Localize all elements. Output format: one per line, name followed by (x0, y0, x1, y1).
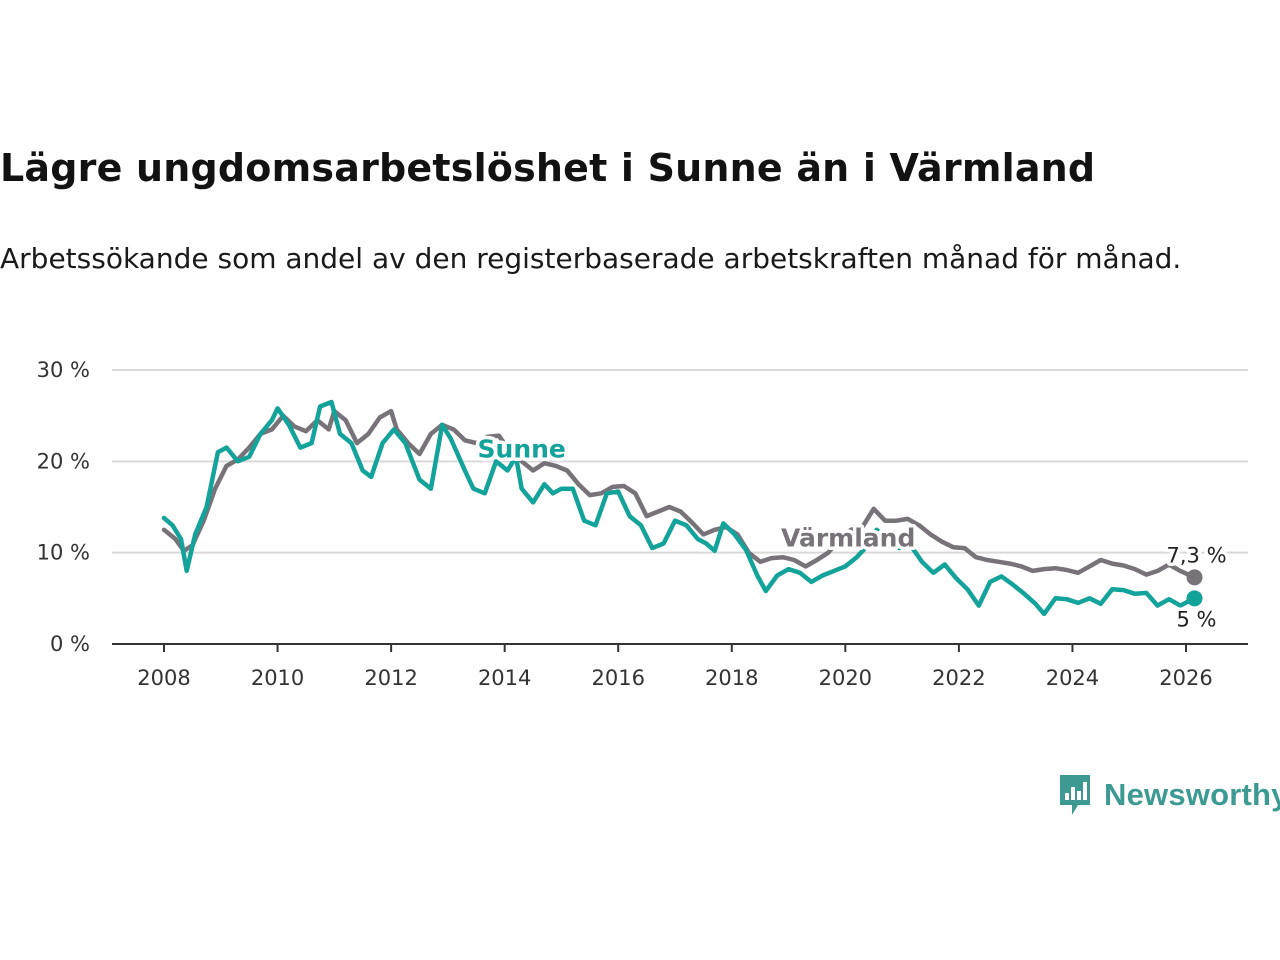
chart-title: Lägre ungdomsarbetslöshet i Sunne än i V… (0, 146, 1096, 190)
series (161, 399, 1203, 617)
y-tick-label: 30 % (37, 358, 90, 382)
label-halo: 5 % (1177, 607, 1217, 631)
x-tick-label: 2020 (819, 666, 872, 690)
end-value-sunne: 5 %5 % (1173, 604, 1220, 635)
label-text: Sunne (478, 435, 566, 464)
end-value-varmland: 7,3 %7,3 % (1163, 540, 1230, 571)
y-tick-label: 0 % (50, 632, 90, 656)
series-line-vrmland (161, 408, 1197, 580)
x-tick-label: 2014 (478, 666, 531, 690)
gridlines (112, 369, 1248, 554)
x-tick-label: 2016 (591, 666, 644, 690)
end-point-vrmland (1186, 569, 1203, 586)
chart-subtitle: Arbetssökande som andel av den registerb… (0, 242, 1182, 275)
label-halo: Sunne (478, 435, 566, 464)
x-tick-label: 2008 (137, 666, 190, 690)
x-tick-label: 2026 (1159, 666, 1212, 690)
newsworthy-logo-icon (1060, 775, 1090, 815)
label-halo: Värmland (781, 523, 915, 552)
x-tick-label: 2018 (705, 666, 758, 690)
x-tick-label: 2012 (364, 666, 417, 690)
y-tick-label: 20 % (37, 449, 90, 473)
y-axis-ticks: 0 % 10 % 20 % 30 % (37, 358, 90, 656)
end-point-sunne (1186, 590, 1203, 607)
x-axis-ticks: 2008 2010 2012 2014 2016 2018 2020 2022 2024 2026 (137, 644, 1213, 690)
brand-name: Newsworthy (1104, 777, 1280, 812)
series-line-sunne (161, 399, 1197, 617)
label-halo: 7,3 % (1167, 543, 1227, 567)
y-tick-label: 10 % (37, 541, 90, 565)
label-text: 7,3 % (1167, 543, 1227, 567)
x-tick-label: 2022 (932, 666, 985, 690)
brand: Newsworthy (1058, 772, 1280, 818)
x-tick-label: 2024 (1046, 666, 1099, 690)
label-text: Värmland (781, 523, 915, 552)
label-text: 5 % (1177, 607, 1217, 631)
x-tick-label: 2010 (251, 666, 304, 690)
line-chart: 0 % 10 % 20 % 30 % 2008 2010 2012 2014 2016 2018… (37, 358, 1248, 690)
